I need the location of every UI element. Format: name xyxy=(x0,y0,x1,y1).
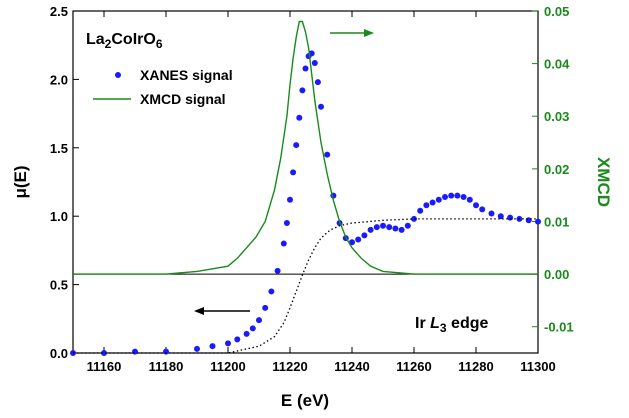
xanes-signal-point xyxy=(311,59,318,66)
xanes-signal-point xyxy=(411,215,417,222)
xanes-signal-point xyxy=(283,220,290,227)
xanes-signal-point xyxy=(302,65,309,72)
xanes-signal-point xyxy=(380,222,386,229)
xanes-signal-point xyxy=(287,196,293,203)
edge-label: Ir L3 edge xyxy=(415,315,488,335)
xanes-signal-point xyxy=(442,194,448,201)
xmcd-signal-line xyxy=(73,20,538,275)
x-tick-label: 11280 xyxy=(458,359,493,374)
y-right-tick-label: 0.02 xyxy=(544,162,569,177)
y-left-axis-ticks: 0.0 0.5 1.0 1.5 2.0 2.5 xyxy=(50,4,79,361)
series-group xyxy=(70,20,541,356)
xanes-signal-point xyxy=(132,348,138,355)
xanes-signal-point xyxy=(318,103,324,110)
xanes-signal-point xyxy=(349,239,355,246)
y-right-tick-label: 0.05 xyxy=(544,4,569,19)
xanes-signal-point xyxy=(355,236,362,243)
xanes-signal-point xyxy=(460,194,467,201)
xanes-signal-point xyxy=(249,325,256,332)
series-2-line xyxy=(73,218,538,354)
xanes-signal-point xyxy=(209,343,216,350)
y-right-tick-label: 0.04 xyxy=(544,57,570,72)
xanes-signal-point xyxy=(386,224,393,231)
xanes-signal-point xyxy=(435,196,442,203)
sample-label: La2CoIrO6 xyxy=(86,31,163,51)
xanes-signal-point xyxy=(392,225,399,232)
xanes-signal-point xyxy=(448,192,455,199)
xanes-signal-point xyxy=(497,213,504,220)
xanes-signal-point xyxy=(454,192,461,199)
xanes-signal-point xyxy=(361,232,368,239)
xanes-signal-point xyxy=(466,196,473,203)
y-left-tick-label: 2.0 xyxy=(50,72,68,87)
legend-xanes-marker xyxy=(115,72,121,78)
xanes-signal-point xyxy=(417,207,424,214)
xanes-signal-point xyxy=(290,169,297,176)
xanes-signal-point xyxy=(225,340,231,347)
x-tick-label: 11160 xyxy=(87,359,122,374)
xanes-signal-point xyxy=(324,151,331,158)
legend-xanes-label: XANES signal xyxy=(140,67,233,83)
y-right-axis-ticks: -0.01 0.00 0.01 0.02 0.03 0.04 0.05 xyxy=(532,4,574,335)
xanes-signal-point xyxy=(308,50,315,57)
x-axis-ticks: 11160 11180 11200 11220 11240 11260 11280 11300 xyxy=(87,11,556,374)
xanes-signal-point xyxy=(296,114,303,121)
xanes-signal-point xyxy=(163,348,169,355)
xanes-signal-point xyxy=(479,206,486,213)
xanes-signal-point xyxy=(404,222,411,229)
xanes-signal-point xyxy=(398,226,405,233)
xanes-signal-point xyxy=(429,199,436,206)
xanes-signal-point xyxy=(256,317,262,324)
xanes-signal-point xyxy=(101,350,107,356)
y-left-tick-label: 0.5 xyxy=(50,278,68,293)
x-tick-label: 11220 xyxy=(272,359,307,374)
y-right-axis-title: XMCD xyxy=(594,157,613,207)
plot-area xyxy=(72,10,539,354)
y-left-axis-title: μ(E) xyxy=(11,165,30,198)
xanes-signal-point xyxy=(314,79,321,86)
xanes-signal-point xyxy=(262,304,269,311)
y-right-tick-label: 0.00 xyxy=(544,267,569,282)
x-tick-label: 11200 xyxy=(210,359,245,374)
xanes-signal-point xyxy=(507,214,514,221)
xanes-signal-point xyxy=(234,336,241,343)
xanes-signal-point xyxy=(274,267,281,274)
x-tick-label: 11300 xyxy=(520,359,555,374)
legend-xmcd-label: XMCD signal xyxy=(140,91,226,107)
xanes-signal-point xyxy=(535,218,541,225)
xanes-signal-point xyxy=(423,202,430,209)
x-axis-title: E (eV) xyxy=(281,391,329,410)
arrow-right-xmcd xyxy=(330,29,374,37)
xanes-signal-point xyxy=(367,226,374,233)
xanes-signal-point xyxy=(373,224,380,231)
xanes-signal-point xyxy=(488,210,495,217)
xanes-signal-point xyxy=(194,345,200,352)
y-left-tick-label: 0.0 xyxy=(50,346,68,361)
xanes-signal-point xyxy=(293,142,300,149)
legend: XANES signal XMCD signal xyxy=(93,67,233,107)
xanes-signal-point xyxy=(280,240,287,247)
xanes-signal-point xyxy=(243,330,250,337)
xanes-signal-point xyxy=(473,202,479,209)
xanes-signal-point xyxy=(299,87,306,94)
y-left-tick-label: 2.5 xyxy=(50,4,68,19)
x-tick-label: 11180 xyxy=(149,359,184,374)
y-right-tick-label: 0.03 xyxy=(544,109,569,124)
x-tick-label: 11240 xyxy=(334,359,369,374)
x-tick-label: 11260 xyxy=(396,359,431,374)
y-left-tick-label: 1.0 xyxy=(50,209,68,224)
arrow-left-xanes xyxy=(194,307,250,315)
y-right-tick-label: -0.01 xyxy=(544,320,574,335)
y-right-tick-label: 0.01 xyxy=(544,214,569,229)
xanes-signal-point xyxy=(268,288,275,295)
y-left-tick-label: 1.5 xyxy=(50,141,68,156)
plot-frame xyxy=(72,10,539,354)
xanes-signal-point xyxy=(525,217,532,224)
